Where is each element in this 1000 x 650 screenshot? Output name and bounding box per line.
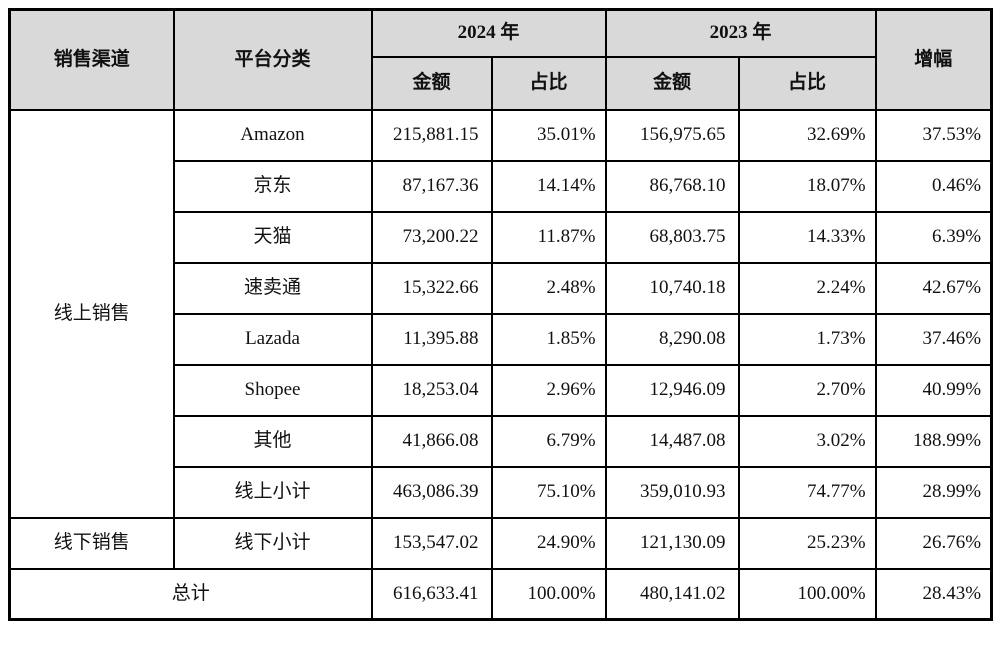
col-header-channel: 销售渠道 xyxy=(8,8,175,111)
col-header-year-2023: 2023 年 xyxy=(604,8,877,58)
table-row-total: 总计 616,633.41 100.00% 480,141.02 100.00%… xyxy=(8,567,993,621)
col-header-year-2024: 2024 年 xyxy=(370,8,607,58)
growth-cell: 42.67% xyxy=(874,261,993,315)
sales-channel-table: 销售渠道 平台分类 2024 年 2023 年 增幅 金额 占比 金额 占比 线… xyxy=(8,8,994,621)
col-header-amount-2023: 金额 xyxy=(604,55,740,111)
col-header-platform: 平台分类 xyxy=(172,8,373,111)
amount-2024-cell: 215,881.15 xyxy=(370,108,493,162)
platform-cell: 京东 xyxy=(172,159,373,213)
amount-2023-cell: 10,740.18 xyxy=(604,261,740,315)
share-2024-cell: 2.96% xyxy=(490,363,607,417)
table-row-aliexpress: 速卖通 15,322.66 2.48% 10,740.18 2.24% 42.6… xyxy=(10,261,993,315)
table-row-offline-subtotal: 线下销售 线下小计 153,547.02 24.90% 121,130.09 2… xyxy=(8,516,993,570)
col-header-amount-2024: 金额 xyxy=(370,55,493,111)
platform-cell: 其他 xyxy=(172,414,373,468)
amount-2024-cell: 616,633.41 xyxy=(370,567,493,621)
header-row-measures: 金额 占比 金额 占比 xyxy=(10,55,992,111)
col-header-growth: 增幅 xyxy=(874,8,993,111)
amount-2023-cell: 121,130.09 xyxy=(604,516,740,570)
platform-cell: Amazon xyxy=(172,108,373,162)
share-2024-cell: 14.14% xyxy=(490,159,607,213)
header-row-years: 销售渠道 平台分类 2024 年 2023 年 增幅 xyxy=(8,8,993,111)
share-2023-cell: 25.23% xyxy=(737,516,877,570)
amount-2024-cell: 11,395.88 xyxy=(370,312,493,366)
amount-2024-cell: 153,547.02 xyxy=(370,516,493,570)
amount-2023-cell: 359,010.93 xyxy=(604,465,740,519)
platform-cell: Shopee xyxy=(172,363,373,417)
table-body: 线上销售 Amazon 215,881.15 35.01% 156,975.65… xyxy=(8,108,993,621)
amount-2024-cell: 15,322.66 xyxy=(370,261,493,315)
share-2024-cell: 75.10% xyxy=(490,465,607,519)
share-2023-cell: 74.77% xyxy=(737,465,877,519)
channel-cell-offline: 线下销售 xyxy=(8,516,175,570)
share-2023-cell: 18.07% xyxy=(737,159,877,213)
total-label-cell: 总计 xyxy=(8,567,373,621)
share-2023-cell: 32.69% xyxy=(737,108,877,162)
table-row-shopee: Shopee 18,253.04 2.96% 12,946.09 2.70% 4… xyxy=(10,363,993,417)
growth-cell: 40.99% xyxy=(874,363,993,417)
share-2024-cell: 6.79% xyxy=(490,414,607,468)
share-2023-cell: 14.33% xyxy=(737,210,877,264)
share-2023-cell: 3.02% xyxy=(737,414,877,468)
col-header-share-2023: 占比 xyxy=(737,55,877,111)
share-2024-cell: 35.01% xyxy=(490,108,607,162)
table-row-other: 其他 41,866.08 6.79% 14,487.08 3.02% 188.9… xyxy=(10,414,993,468)
platform-cell: Lazada xyxy=(172,312,373,366)
platform-cell: 速卖通 xyxy=(172,261,373,315)
amount-2024-cell: 18,253.04 xyxy=(370,363,493,417)
platform-cell: 线上小计 xyxy=(172,465,373,519)
amount-2024-cell: 87,167.36 xyxy=(370,159,493,213)
share-2023-cell: 2.70% xyxy=(737,363,877,417)
amount-2023-cell: 8,290.08 xyxy=(604,312,740,366)
amount-2023-cell: 14,487.08 xyxy=(604,414,740,468)
share-2024-cell: 2.48% xyxy=(490,261,607,315)
share-2023-cell: 100.00% xyxy=(737,567,877,621)
amount-2024-cell: 73,200.22 xyxy=(370,210,493,264)
share-2023-cell: 1.73% xyxy=(737,312,877,366)
amount-2023-cell: 68,803.75 xyxy=(604,210,740,264)
channel-cell-online: 线上销售 xyxy=(8,108,175,519)
growth-cell: 37.53% xyxy=(874,108,993,162)
growth-cell: 28.99% xyxy=(874,465,993,519)
amount-2023-cell: 156,975.65 xyxy=(604,108,740,162)
share-2023-cell: 2.24% xyxy=(737,261,877,315)
table-row-lazada: Lazada 11,395.88 1.85% 8,290.08 1.73% 37… xyxy=(10,312,993,366)
table-row-amazon: 线上销售 Amazon 215,881.15 35.01% 156,975.65… xyxy=(8,108,993,519)
amount-2023-cell: 86,768.10 xyxy=(604,159,740,213)
table-header: 销售渠道 平台分类 2024 年 2023 年 增幅 金额 占比 金额 占比 xyxy=(8,8,993,111)
table-row-tmall: 天猫 73,200.22 11.87% 68,803.75 14.33% 6.3… xyxy=(10,210,993,264)
amount-2023-cell: 480,141.02 xyxy=(604,567,740,621)
growth-cell: 37.46% xyxy=(874,312,993,366)
amount-2024-cell: 463,086.39 xyxy=(370,465,493,519)
growth-cell: 28.43% xyxy=(874,567,993,621)
growth-cell: 0.46% xyxy=(874,159,993,213)
share-2024-cell: 24.90% xyxy=(490,516,607,570)
share-2024-cell: 11.87% xyxy=(490,210,607,264)
amount-2024-cell: 41,866.08 xyxy=(370,414,493,468)
table-row-online-subtotal: 线上小计 463,086.39 75.10% 359,010.93 74.77%… xyxy=(10,465,993,519)
table-row-jd: 京东 87,167.36 14.14% 86,768.10 18.07% 0.4… xyxy=(10,159,993,213)
share-2024-cell: 100.00% xyxy=(490,567,607,621)
growth-cell: 26.76% xyxy=(874,516,993,570)
platform-cell: 线下小计 xyxy=(172,516,373,570)
growth-cell: 188.99% xyxy=(874,414,993,468)
amount-2023-cell: 12,946.09 xyxy=(604,363,740,417)
growth-cell: 6.39% xyxy=(874,210,993,264)
share-2024-cell: 1.85% xyxy=(490,312,607,366)
col-header-share-2024: 占比 xyxy=(490,55,607,111)
platform-cell: 天猫 xyxy=(172,210,373,264)
